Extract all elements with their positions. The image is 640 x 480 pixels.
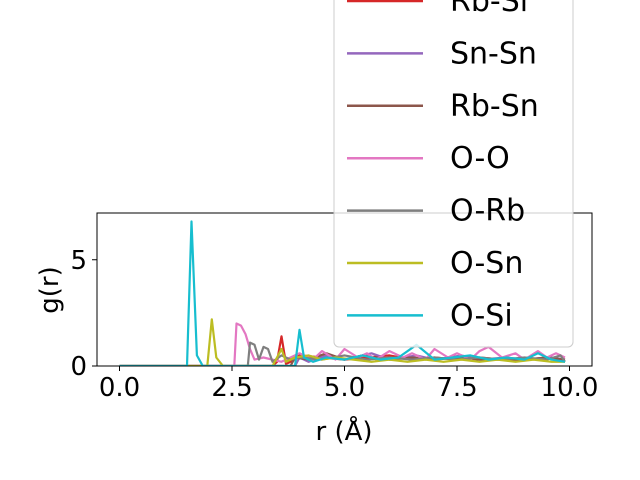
x-tick-label: 5.0 <box>324 373 365 403</box>
y-tick-label: 5 <box>70 246 87 276</box>
x-tick-label: 7.5 <box>436 373 477 403</box>
x-tick-label: 0.0 <box>99 373 140 403</box>
legend-items: Rb-Si Sn-Sn Rb-Sn O-O O-Rb O-Sn O-Si <box>347 0 539 333</box>
legend-label-rb-si: Rb-Si <box>450 0 528 19</box>
legend: Rb-Si Sn-Sn Rb-Sn O-O O-Rb O-Sn O-Si <box>333 0 574 348</box>
x-axis: 0.0 2.5 5.0 7.5 10.0 <box>99 366 599 403</box>
plot-lines <box>119 220 566 366</box>
legend-label-rb-sn: Rb-Sn <box>450 89 539 124</box>
legend-label-o-rb: O-Rb <box>450 194 525 229</box>
y-tick-label: 0 <box>70 352 87 382</box>
legend-box <box>333 0 574 348</box>
series-line-o-o <box>119 322 566 366</box>
legend-label-sn-sn: Sn-Sn <box>450 36 537 71</box>
series-line-o-si <box>119 220 566 366</box>
legend-label-o-sn: O-Sn <box>450 246 523 281</box>
legend-label-o-si: O-Si <box>450 298 513 333</box>
x-tick-label: 10.0 <box>541 373 599 403</box>
y-axis-label: g(r) <box>35 266 65 313</box>
y-axis: 05 <box>70 246 97 382</box>
x-tick-label: 2.5 <box>211 373 252 403</box>
legend-label-o-o: O-O <box>450 141 510 176</box>
x-axis-label: r (Å) <box>315 415 372 447</box>
